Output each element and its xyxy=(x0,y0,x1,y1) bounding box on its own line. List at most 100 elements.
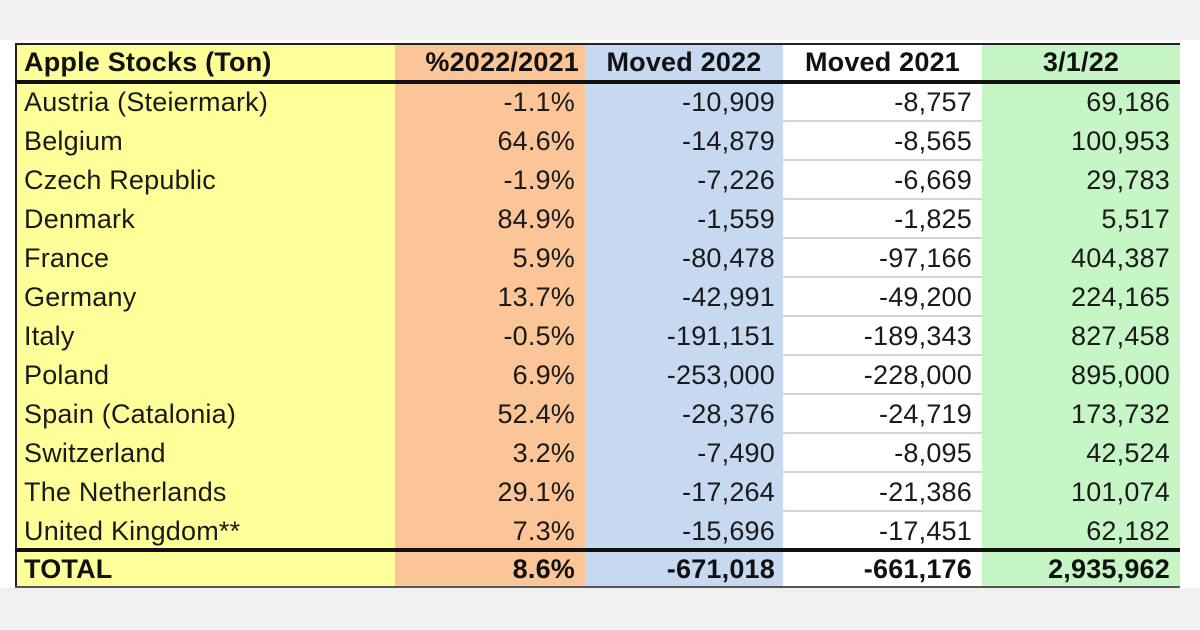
moved-2022-cell: -1,559 xyxy=(697,204,775,234)
country-cell: Poland xyxy=(24,360,110,390)
moved-2022-cell: -15,696 xyxy=(682,515,775,546)
header-rule xyxy=(15,80,1180,84)
table-row: Belgium 64.6% -14,879 -8,565 100,953 xyxy=(15,123,1180,160)
col-bg-moved-2022 xyxy=(585,43,783,588)
pct-cell: 7.3% xyxy=(512,515,575,546)
moved-2022-cell: -28,376 xyxy=(682,399,775,429)
country-cell: Austria (Steiermark) xyxy=(24,87,269,117)
row-divider xyxy=(783,354,982,356)
pct-cell: 52.4% xyxy=(497,399,575,429)
total-row: TOTAL 8.6% -671,018 -661,176 2,935,962 xyxy=(15,552,1180,587)
total-label: TOTAL xyxy=(24,554,113,584)
moved-2022-cell: -10,909 xyxy=(682,87,775,117)
moved-2021-cell: -189,343 xyxy=(863,321,972,351)
stock-cell: 224,165 xyxy=(1071,282,1170,312)
row-divider xyxy=(783,432,982,434)
table-bottom-border xyxy=(15,586,1180,588)
pct-cell: 64.6% xyxy=(497,126,575,156)
moved-2022-cell: -253,000 xyxy=(666,360,775,390)
total-stock: 2,935,962 xyxy=(1048,554,1170,584)
country-cell: Germany xyxy=(24,282,137,312)
moved-2021-cell: -49,200 xyxy=(879,282,972,312)
moved-2021-cell: -24,719 xyxy=(879,399,972,429)
row-divider xyxy=(783,237,982,239)
moved-2022-cell: -42,991 xyxy=(682,282,775,312)
table-left-border xyxy=(15,43,17,588)
moved-2022-cell: -7,226 xyxy=(697,165,775,195)
stock-cell: 42,524 xyxy=(1086,438,1170,468)
row-divider xyxy=(783,159,982,161)
moved-2021-cell: -8,095 xyxy=(894,438,972,468)
header-pct-change: %2022/2021 xyxy=(425,47,579,77)
header-moved-2022: Moved 2022 xyxy=(606,47,762,77)
row-divider xyxy=(783,315,982,317)
header-moved-2021: Moved 2021 xyxy=(804,47,961,77)
table-top-border xyxy=(15,43,1180,45)
stock-cell: 100,953 xyxy=(1071,126,1170,156)
pct-cell: -0.5% xyxy=(503,321,575,351)
col-bg-country xyxy=(15,43,395,588)
moved-2021-cell: -1,825 xyxy=(894,204,972,234)
header-stock-date: 3/1/22 xyxy=(1042,47,1120,77)
moved-2021-cell: -17,451 xyxy=(879,515,972,546)
pct-cell: 5.9% xyxy=(512,243,575,273)
pct-cell: 13.7% xyxy=(497,282,575,312)
stock-cell: 404,387 xyxy=(1071,243,1170,273)
table-row: Czech Republic -1.9% -7,226 -6,669 29,78… xyxy=(15,162,1180,199)
header-row: Apple Stocks (Ton) %2022/2021 Moved 2022… xyxy=(15,45,1180,80)
stock-cell: 62,182 xyxy=(1086,515,1170,546)
table-row: The Netherlands 29.1% -17,264 -21,386 10… xyxy=(15,474,1180,511)
moved-2022-cell: -14,879 xyxy=(682,126,775,156)
table-row: Austria (Steiermark) -1.1% -10,909 -8,75… xyxy=(15,84,1180,121)
stock-cell: 69,186 xyxy=(1086,87,1170,117)
table-row: Denmark 84.9% -1,559 -1,825 5,517 xyxy=(15,201,1180,238)
moved-2021-cell: -228,000 xyxy=(863,360,972,390)
country-cell: France xyxy=(24,243,110,273)
row-divider xyxy=(783,510,982,512)
moved-2021-cell: -8,757 xyxy=(894,87,972,117)
moved-2022-cell: -7,490 xyxy=(697,438,775,468)
country-cell: United Kingdom** xyxy=(24,515,241,546)
moved-2021-cell: -21,386 xyxy=(879,477,972,507)
pct-cell: -1.1% xyxy=(503,87,575,117)
total-pct: 8.6% xyxy=(512,554,575,584)
table-row: Switzerland 3.2% -7,490 -8,095 42,524 xyxy=(15,435,1180,472)
row-divider xyxy=(783,276,982,278)
country-cell: Switzerland xyxy=(24,438,166,468)
table-row: Italy -0.5% -191,151 -189,343 827,458 xyxy=(15,318,1180,355)
total-moved-2022: -671,018 xyxy=(666,554,775,584)
header-country: Apple Stocks (Ton) xyxy=(24,47,272,77)
moved-2022-cell: -191,151 xyxy=(666,321,775,351)
country-cell: The Netherlands xyxy=(24,477,227,507)
moved-2021-cell: -6,669 xyxy=(894,165,972,195)
country-cell: Denmark xyxy=(24,204,135,234)
moved-2022-cell: -17,264 xyxy=(682,477,775,507)
country-cell: Spain (Catalonia) xyxy=(24,399,237,429)
table-row: Spain (Catalonia) 52.4% -28,376 -24,719 … xyxy=(15,396,1180,433)
total-rule xyxy=(15,548,1180,552)
row-divider xyxy=(783,120,982,122)
pct-cell: 84.9% xyxy=(497,204,575,234)
table-row: United Kingdom** 7.3% -15,696 -17,451 62… xyxy=(15,513,1180,549)
country-cell: Italy xyxy=(24,321,75,351)
moved-2021-cell: -8,565 xyxy=(894,126,972,156)
col-bg-stock xyxy=(982,43,1180,588)
stock-cell: 101,074 xyxy=(1071,477,1170,507)
stock-cell: 29,783 xyxy=(1086,165,1170,195)
stock-cell: 5,517 xyxy=(1101,204,1170,234)
row-divider xyxy=(783,471,982,473)
country-cell: Czech Republic xyxy=(24,165,216,195)
pct-cell: 6.9% xyxy=(512,360,575,390)
col-bg-pct xyxy=(395,43,585,588)
table-row: Poland 6.9% -253,000 -228,000 895,000 xyxy=(15,357,1180,394)
country-cell: Belgium xyxy=(24,126,123,156)
moved-2021-cell: -97,166 xyxy=(879,243,972,273)
pct-cell: -1.9% xyxy=(503,165,575,195)
table-row: Germany 13.7% -42,991 -49,200 224,165 xyxy=(15,279,1180,316)
total-moved-2021: -661,176 xyxy=(863,554,972,584)
pct-cell: 29.1% xyxy=(497,477,575,507)
row-divider xyxy=(783,198,982,200)
stock-cell: 895,000 xyxy=(1071,360,1170,390)
row-divider xyxy=(783,393,982,395)
stock-cell: 827,458 xyxy=(1071,321,1170,351)
